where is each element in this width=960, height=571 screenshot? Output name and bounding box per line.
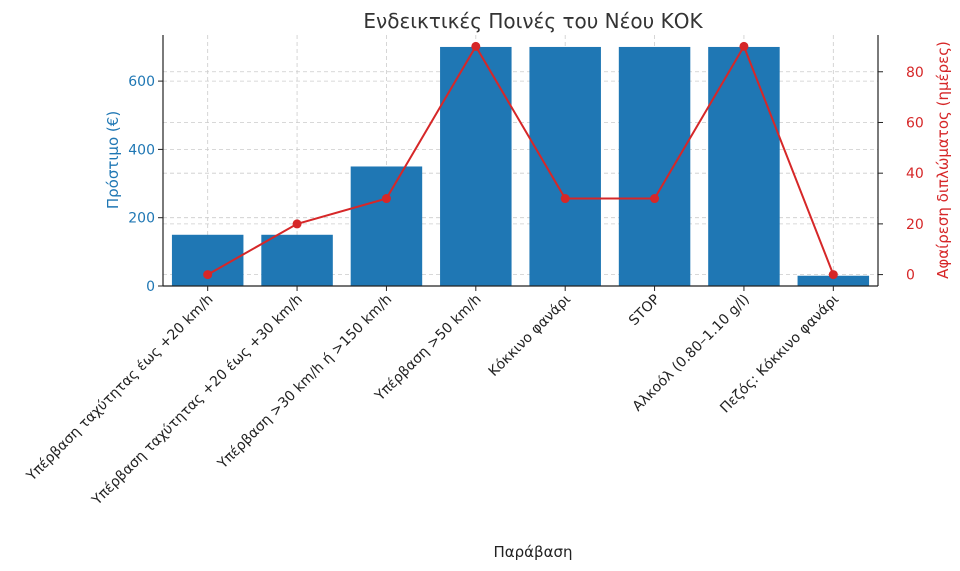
x-tick-label: Υπέρβαση ταχύτητας έως +20 km/h xyxy=(23,292,216,485)
y-tick-label-left: 400 xyxy=(128,142,155,158)
y-tick-label-right: 40 xyxy=(906,166,924,182)
y-tick-label-left: 0 xyxy=(146,279,155,295)
y-axis-label-right: Αφαίρεση διπλώματος (ημέρες) xyxy=(934,41,952,279)
bar-series-fine xyxy=(171,46,870,287)
line-series-license-days xyxy=(203,41,838,280)
axes xyxy=(158,35,883,291)
x-tick-label: Υπέρβαση >30 km/h ή >150 km/h xyxy=(214,292,395,473)
line-point xyxy=(292,219,302,229)
line-point xyxy=(560,194,570,204)
y-tick-label-right: 20 xyxy=(906,217,924,233)
y-tick-label-right: 0 xyxy=(906,268,915,284)
line-point xyxy=(381,194,391,204)
bar xyxy=(350,166,423,286)
y-tick-label-right: 60 xyxy=(906,115,924,131)
line-point xyxy=(828,270,838,280)
y-axis-label-left: Πρόστιμο (€) xyxy=(104,111,122,209)
line-point xyxy=(471,41,481,51)
line-point xyxy=(739,41,749,51)
bar xyxy=(618,46,691,287)
line-point xyxy=(203,270,213,280)
bar xyxy=(529,46,601,287)
series-line xyxy=(207,44,835,276)
bar xyxy=(797,275,870,286)
y-tick-label-left: 600 xyxy=(128,74,155,90)
bar xyxy=(261,234,333,286)
y-tick-label-left: 200 xyxy=(128,211,155,227)
x-axis-label: Παράβαση xyxy=(493,543,572,561)
bar xyxy=(708,46,780,287)
x-tick-label: Κόκκινο φανάρι xyxy=(486,291,575,380)
y-tick-label-right: 80 xyxy=(906,65,924,81)
x-tick-label: Υπέρβαση ταχύτητας +20 έως +30 km/h xyxy=(88,292,305,509)
line-point xyxy=(650,194,660,204)
x-tick-label: STOP xyxy=(626,292,663,329)
bar xyxy=(440,46,512,287)
chart-title: Ενδεικτικές Ποινές του Νέου ΚΟΚ xyxy=(363,9,703,33)
